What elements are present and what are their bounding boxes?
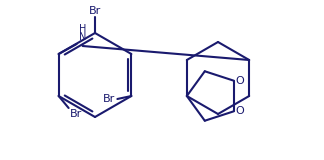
- Text: H
N: H N: [79, 24, 86, 42]
- Text: O: O: [236, 76, 245, 86]
- Text: Br: Br: [70, 109, 82, 119]
- Text: Br: Br: [103, 94, 115, 104]
- Text: Br: Br: [89, 6, 101, 16]
- Text: O: O: [236, 106, 245, 116]
